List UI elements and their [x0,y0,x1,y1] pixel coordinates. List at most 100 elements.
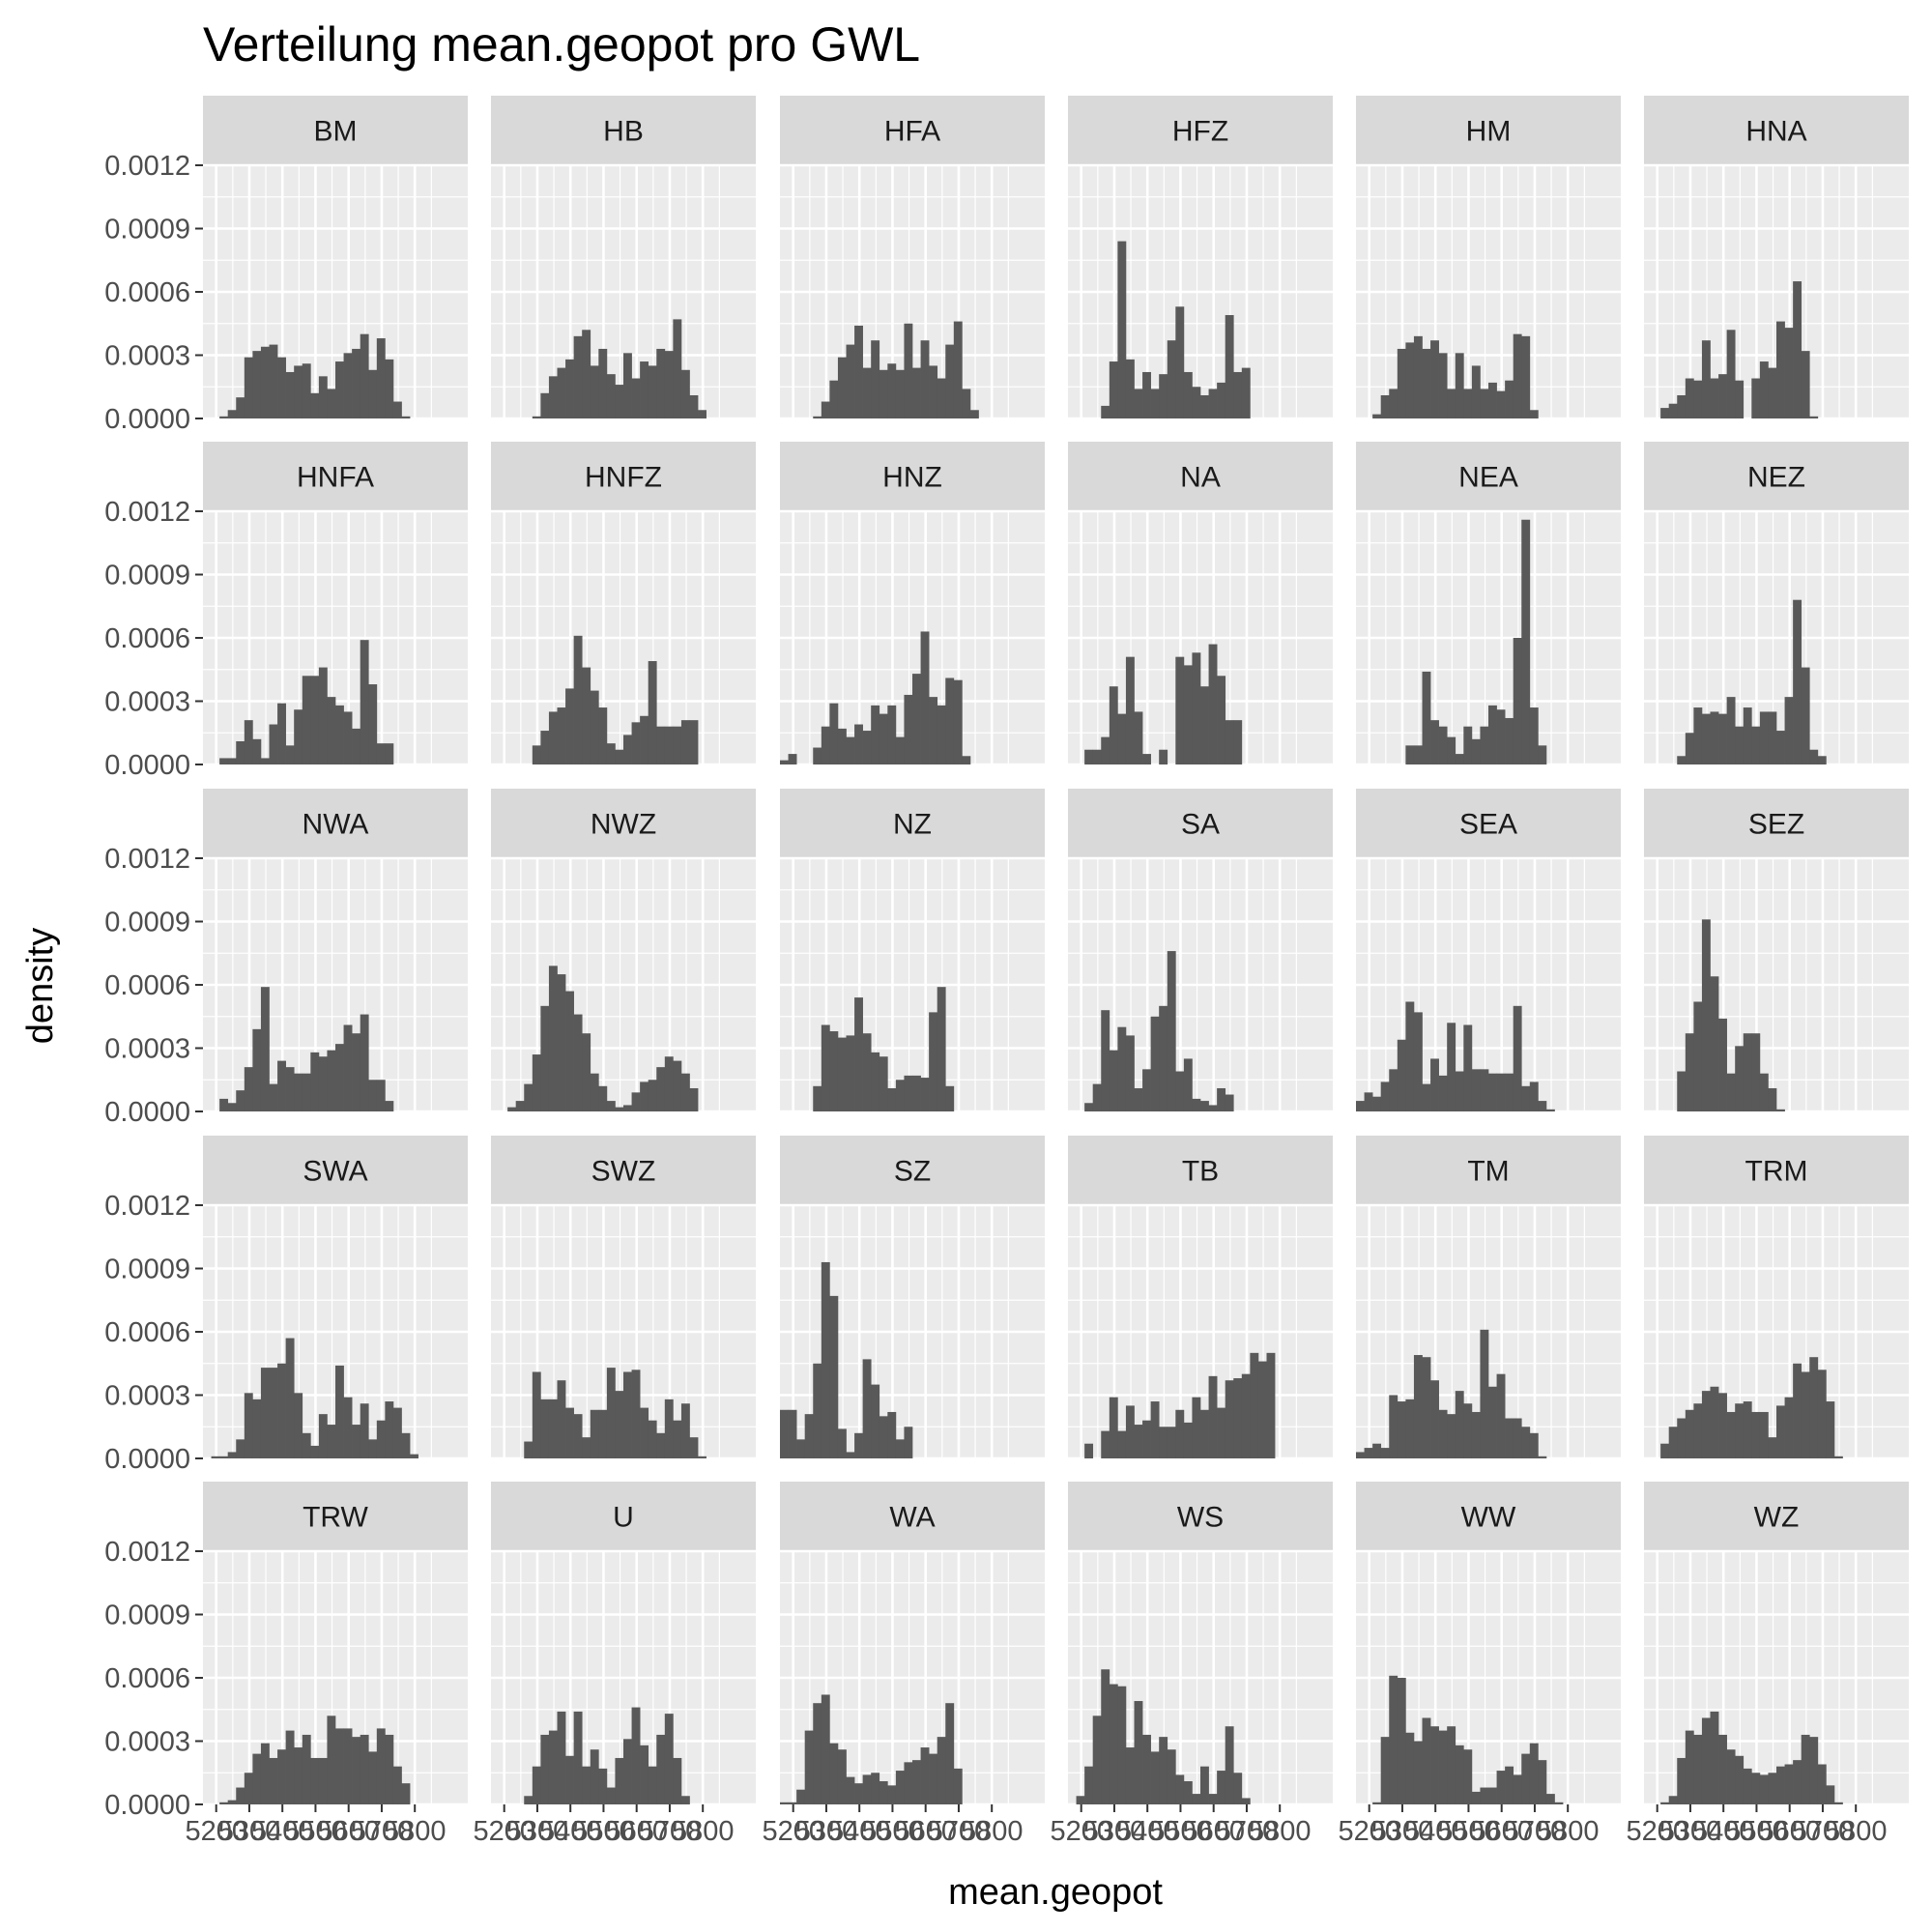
facet-sz: SZ [780,1136,1045,1460]
histogram-bar [1225,1726,1234,1804]
histogram-bar [1241,1373,1251,1458]
histogram-bar [631,722,641,764]
facet-sez: SEZ [1644,789,1909,1113]
facet-tb: TB [1068,1136,1333,1460]
histogram-bar [804,1730,814,1804]
histogram-bar [1784,328,1794,418]
histogram-bars [219,1716,411,1804]
histogram-bar [854,997,863,1111]
histogram-bar [1793,281,1802,418]
histogram-bar [606,374,616,418]
histogram-bar [1159,374,1168,418]
histogram-bar [573,635,583,764]
histogram-bar [1668,1796,1678,1804]
facet-strip [1644,1482,1909,1550]
histogram-bar [1710,1386,1719,1458]
histogram-bars [1356,1329,1547,1458]
histogram-bar [854,724,863,764]
histogram-bar [1776,1766,1785,1804]
x-tick-label: 5300 [218,1816,281,1847]
histogram-bar [598,1409,608,1458]
histogram-bar [879,1780,888,1804]
x-tick-label: 5500 [1437,1816,1500,1847]
histogram-bar [343,1024,353,1111]
histogram-bar [640,715,649,764]
histogram-bar [1793,1363,1802,1458]
histogram-bar [920,340,930,418]
histogram-bar [1397,1401,1406,1458]
histogram-bar [1784,697,1794,764]
histogram-bar [1529,1081,1539,1111]
histogram-bar [1471,1411,1481,1458]
facet-label-wz: WZ [1754,1502,1800,1534]
histogram-bar [1134,389,1143,418]
histogram-bar [1109,361,1118,418]
histogram-bar [548,966,558,1111]
histogram-bar [368,1439,378,1458]
x-tick-label: 5600 [1758,1816,1821,1847]
histogram-bar [837,728,847,764]
histogram-bar [565,688,574,764]
histogram-bar [582,667,591,764]
histogram-bar [1768,711,1777,764]
histogram-bar [219,1456,229,1458]
histogram-bar [1438,1075,1448,1111]
facet-trw: TRW 0.0000 0.0003 0.0006 0.0009 0.0012 5200530… [104,1482,468,1847]
histogram-bar [1545,1794,1555,1804]
histogram-bar [410,1454,418,1458]
histogram-bar [1084,1443,1094,1458]
y-tick-label: 0.0009 [104,215,190,245]
x-tick-label: 5200 [1626,1816,1688,1847]
histogram-bar [335,705,344,764]
histogram-bar [887,705,897,764]
histogram-bar [1496,1073,1506,1111]
x-tick-label: 5400 [1692,1816,1755,1847]
histogram-bar [1496,1373,1506,1458]
histogram-bar [285,371,295,418]
histogram-bars [1405,519,1547,764]
histogram-bar [1233,1773,1243,1804]
histogram-bar [1125,1747,1135,1804]
histogram-bar [648,1080,657,1111]
histogram-bar [862,1033,872,1111]
histogram-bars [1372,333,1539,418]
histogram-bars [507,966,699,1111]
histogram-bar [385,359,394,418]
histogram-bar [1784,1397,1794,1458]
histogram-bar [904,694,913,764]
histogram-bar [1159,1427,1168,1458]
histogram-bar [540,1734,550,1804]
histogram-bar [1701,919,1711,1111]
histogram-bar [862,1774,872,1804]
facet-label-hnfa: HNFA [297,462,374,494]
facet-hfz: HFZ [1068,96,1333,420]
histogram-bar [937,987,946,1111]
histogram-bar [548,376,558,418]
histogram-bar [673,1757,682,1804]
histogram-bar [343,1397,353,1458]
histogram-bar [1801,1734,1810,1804]
histogram-bar [1225,720,1234,764]
histogram-bar [1826,1401,1835,1458]
histogram-bar [615,1107,624,1111]
histogram-bar [1488,1073,1497,1111]
histogram-bar [335,1365,344,1458]
histogram-bar [260,987,270,1111]
histogram-bar [1183,1780,1193,1804]
histogram-bar [796,1789,806,1804]
x-tick-label: 5300 [795,1816,858,1847]
histogram-bar [698,1456,706,1458]
histogram-bar [879,369,888,418]
histogram-bars [1660,281,1819,418]
histogram-bar [277,1749,286,1804]
histogram-bar [664,351,674,418]
histogram-bar [548,1399,558,1458]
histogram-bar [294,365,303,418]
histogram-bar [656,726,666,764]
facet-strip [491,442,756,510]
x-tick-label: 5600 [894,1816,957,1847]
histogram-bar [360,333,369,418]
histogram-bar [515,1101,525,1111]
histogram-bar [1471,365,1481,418]
